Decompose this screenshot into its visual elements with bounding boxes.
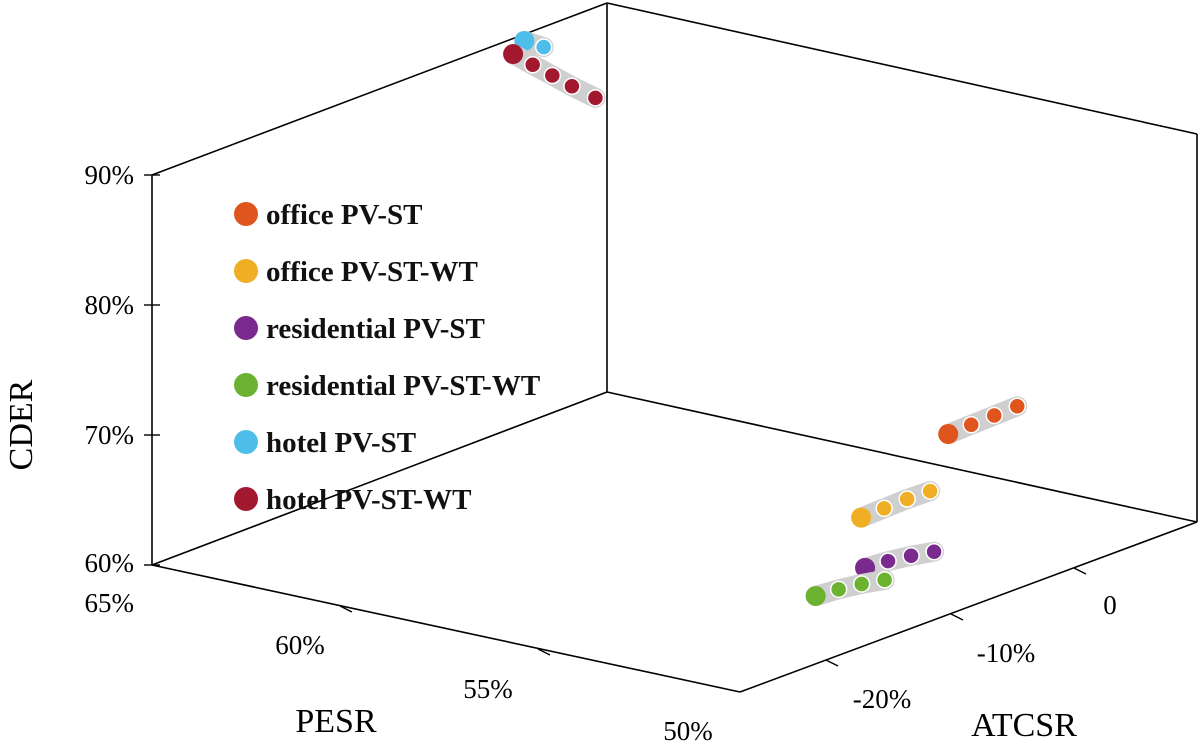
data-point [829,580,848,599]
floor-front-left-edge [151,564,741,693]
legend-marker [234,316,258,340]
data-point [898,490,916,508]
legend-label: residential PV-ST-WT [266,370,540,402]
axis-box [151,2,1198,693]
data-point [875,571,894,589]
data-point [875,499,893,518]
legend-marker [234,430,258,454]
x-tick-label: 65% [85,588,135,618]
y-tick-0 [1073,567,1087,575]
legend-marker [234,373,258,397]
data-point [586,89,605,107]
z-axis-title: CDER [3,379,40,470]
legend-label: office PV-ST [266,199,423,231]
x-tick-labels: 65% 60% 55% 50% [85,588,713,746]
legend-label: hotel PV-ST [266,427,416,459]
top-left-edge [151,2,608,176]
y-tick-labels: -20% -10% 0 [853,590,1117,714]
data-point [925,542,943,561]
x-tick-label: 50% [663,716,713,746]
x-axis-title: PESR [295,703,377,740]
data-point [938,424,959,445]
legend-marker [234,259,258,283]
top-right-edge [606,2,1198,135]
floor-back-right-edge [606,391,1198,523]
legend-label: residential PV-ST [266,313,485,345]
x-tick-label: 60% [275,630,325,660]
legend-label: office PV-ST-WT [266,256,478,288]
series-3 [805,569,895,606]
legend: office PV-ST office PV-ST-WT residential P… [234,199,540,516]
floor-back-left-edge [151,391,608,566]
series-trail [855,541,945,578]
data-point [902,547,920,565]
x-tick-60 [339,605,353,613]
data-point [1008,397,1026,415]
y-tick-minus10 [950,613,964,621]
series-0 [938,396,1028,445]
z-tick-labels: 90% 80% 70% 60% [85,160,135,578]
y-tick-label: -10% [977,638,1035,668]
y-tick-label: -20% [853,684,911,714]
z-tick-label: 80% [85,290,135,320]
data-point [852,575,871,593]
floor-front-right-edge [739,521,1198,693]
data-point [879,552,897,570]
series-trail [805,569,895,606]
y-tick-minus20 [825,659,839,667]
data-point [503,44,524,65]
series-trail [851,481,941,528]
y-tick-label: 0 [1103,590,1117,620]
data-point [523,56,542,74]
series-5 [503,44,606,108]
series-1 [851,481,941,528]
series-trail [938,396,1028,445]
data-point [805,585,826,606]
data-point [534,38,553,56]
legend-label: hotel PV-ST-WT [266,484,471,516]
scatter-points [503,30,1028,606]
z-tick-label: 60% [85,548,135,578]
y-axis-title: ATCSR [971,707,1077,744]
data-point [851,507,872,528]
data-point [921,482,939,500]
data-point [962,416,980,434]
x-tick-label: 55% [463,674,513,704]
data-point [563,77,581,96]
legend-marker [234,487,258,511]
legend-marker [234,202,258,226]
data-point [985,406,1003,425]
z-tick-label: 90% [85,160,135,190]
x-tick-55 [537,648,551,656]
series-4 [514,30,554,58]
data-point [514,30,535,51]
z-tick-label: 70% [85,420,135,450]
data-point [543,66,562,85]
tick-marks [144,174,1087,667]
